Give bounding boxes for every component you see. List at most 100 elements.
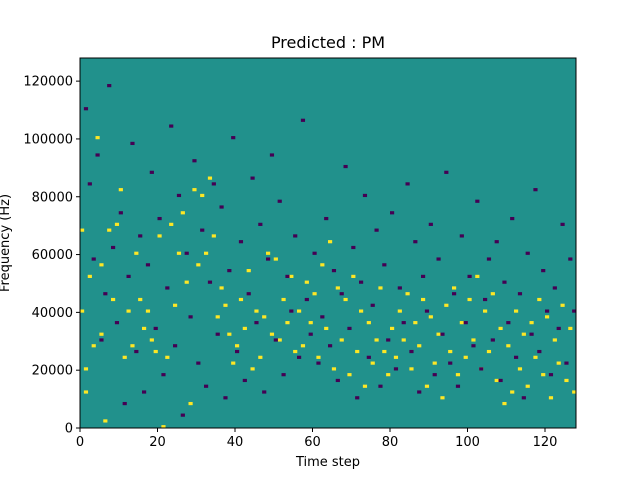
heatmap-cell-high: [533, 355, 538, 359]
heatmap-cell-high: [80, 309, 85, 313]
heatmap-cell-high: [343, 297, 348, 302]
heatmap-cell-high: [347, 373, 352, 377]
heatmap-cell-high: [432, 361, 437, 365]
heatmap-cell-low: [157, 216, 162, 221]
x-tick-label: 80: [382, 435, 399, 450]
heatmap-cell-low: [304, 297, 309, 302]
heatmap-cell-low: [568, 257, 573, 261]
heatmap-cell-high: [428, 315, 433, 319]
heatmap-cell-low: [138, 234, 143, 238]
heatmap-cell-low: [118, 211, 123, 215]
heatmap-cell-low: [211, 182, 216, 186]
heatmap-cell-high: [521, 332, 526, 336]
heatmap-cell-low: [285, 274, 290, 278]
heatmap-cell-low: [409, 349, 414, 354]
heatmap-cell-low: [490, 338, 495, 342]
heatmap-cell-low: [289, 309, 294, 313]
heatmap-cell-high: [517, 367, 523, 371]
heatmap-cell-high: [207, 176, 213, 180]
heatmap-cell-high: [176, 251, 182, 255]
heatmap-cell-high: [421, 297, 426, 302]
heatmap-cell-high: [436, 332, 441, 336]
heatmap-cell-low: [452, 292, 457, 296]
heatmap-cell-high: [196, 263, 201, 267]
heatmap-cell-high: [483, 309, 488, 313]
heatmap-cell-low: [196, 361, 201, 365]
heatmap-cell-low: [114, 321, 120, 325]
heatmap-cell-high: [300, 344, 306, 348]
heatmap-cell-low: [517, 292, 523, 296]
y-tick-label: 120000: [23, 75, 73, 90]
heatmap-cell-low: [219, 205, 224, 209]
heatmap-cell-high: [227, 332, 232, 336]
heatmap-cell-low: [169, 124, 174, 128]
heatmap-cell-high: [95, 136, 100, 140]
heatmap-cell-high: [366, 321, 371, 325]
heatmap-cell-low: [273, 338, 278, 342]
heatmap-cell-low: [95, 153, 100, 157]
heatmap-cell-low: [552, 286, 557, 290]
heatmap-cell-high: [223, 303, 228, 307]
heatmap-cell-high: [471, 338, 476, 342]
heatmap-cell-low: [130, 141, 135, 146]
heatmap-cell-low: [134, 349, 139, 354]
heatmap-cell-high: [153, 349, 158, 354]
heatmap-cell-low: [250, 176, 255, 180]
heatmap-cell-high: [238, 297, 244, 302]
heatmap-cell-high: [312, 292, 317, 296]
heatmap-cell-low: [328, 344, 333, 348]
heatmap-cell-high: [107, 228, 112, 232]
heatmap-cell-low: [161, 373, 166, 377]
heatmap-cell-high: [83, 367, 89, 371]
heatmap-cell-low: [510, 216, 515, 221]
heatmap-cell-high: [316, 355, 321, 359]
heatmap-cell-low: [320, 315, 325, 319]
heatmap-cell-low: [448, 361, 453, 365]
heatmap-cell-low: [397, 286, 402, 290]
heatmap-cell-low: [374, 228, 379, 232]
heatmap-cell-low: [494, 240, 499, 244]
heatmap-cell-low: [192, 159, 197, 163]
heatmap-cell-high: [440, 396, 445, 400]
heatmap-cell-low: [541, 269, 546, 273]
heatmap-cell-high: [192, 188, 197, 192]
heatmap-cell-high: [277, 338, 282, 342]
heatmap-cell-low: [564, 361, 569, 365]
x-tick-label: 0: [76, 435, 84, 450]
heatmap-cell-low: [498, 378, 503, 383]
heatmap-cell-high: [552, 338, 557, 342]
heatmap-cell-low: [246, 292, 251, 296]
heatmap-cell-low: [153, 326, 158, 331]
heatmap-cell-high: [200, 193, 205, 198]
heatmap-cell-low: [413, 240, 418, 244]
x-axis: 0 20 40 60 80 100 120: [76, 428, 558, 450]
heatmap-cell-low: [87, 182, 92, 186]
heatmap-cell-low: [428, 222, 433, 226]
heatmap-cell-high: [211, 234, 216, 238]
heatmap-cell-high: [293, 349, 298, 354]
heatmap-cell-low: [424, 309, 430, 313]
heatmap-cell-high: [324, 326, 329, 331]
heatmap-cell-high: [99, 332, 104, 336]
heatmap-cell-low: [223, 396, 228, 400]
heatmap-cell-high: [173, 303, 178, 307]
heatmap-cell-low: [436, 257, 441, 261]
heatmap-cell-high: [455, 373, 461, 377]
heatmap-cell-low: [390, 211, 395, 215]
heatmap-cell-low: [479, 367, 484, 371]
heatmap-cell-high: [386, 373, 391, 377]
heatmap-cell-high: [448, 349, 453, 354]
heatmap-cell-low: [386, 338, 391, 342]
heatmap-cell-low: [297, 355, 302, 359]
heatmap-cell-low: [556, 326, 561, 331]
plot-frame: [79, 57, 577, 429]
x-tick-label: 120: [533, 435, 558, 450]
heatmap-cell-low: [231, 136, 236, 140]
heatmap-cell-high: [180, 211, 185, 215]
heatmap-cell-high: [161, 425, 166, 429]
heatmap-cell-high: [83, 390, 89, 394]
heatmap-cell-high: [165, 355, 170, 359]
heatmap-cell-high: [525, 384, 530, 388]
heatmap-cell-high: [130, 344, 135, 348]
heatmap-cell-high: [134, 251, 139, 255]
